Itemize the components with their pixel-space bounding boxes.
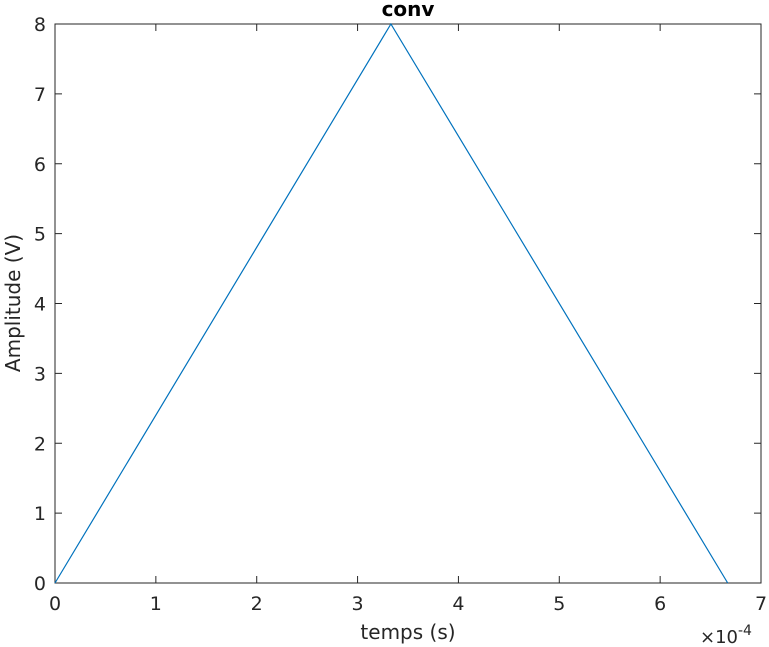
x-tick-label: 1 [150,593,162,615]
chart-title: conv [382,0,435,21]
x-axis-multiplier: ×10-4 [700,623,752,647]
x-tick-label: 5 [553,593,565,615]
series-layer [54,22,729,584]
x-tick-label: 2 [251,593,263,615]
y-tick-label: 2 [34,433,46,455]
y-tick-label: 6 [34,154,46,176]
y-tick-label: 4 [34,294,46,316]
x-tick-label: 4 [452,593,464,615]
x-axis-multiplier-base: ×10 [700,627,738,647]
y-tick-label: 7 [34,84,46,106]
x-tick-label: 0 [49,593,61,615]
y-tick-label: 1 [34,503,46,525]
x-tick-label: 6 [654,593,666,615]
y-tick-label: 5 [34,224,46,246]
y-tick-label: 3 [34,363,46,385]
y-tick-label: 8 [34,14,46,36]
y-tick-label: 0 [34,573,46,595]
x-tick-label: 3 [352,593,364,615]
plot-area [54,23,762,584]
x-tick-label: 7 [755,593,767,615]
y-axis-label: Amplitude (V) [1,234,25,372]
series-line [54,22,729,584]
x-axis-multiplier-exponent: -4 [738,623,752,639]
x-axis-label: temps (s) [360,620,455,644]
ticks-layer: 0 1 2 3 4 5 6 7 0 1 2 3 4 5 6 7 8 [34,14,767,615]
